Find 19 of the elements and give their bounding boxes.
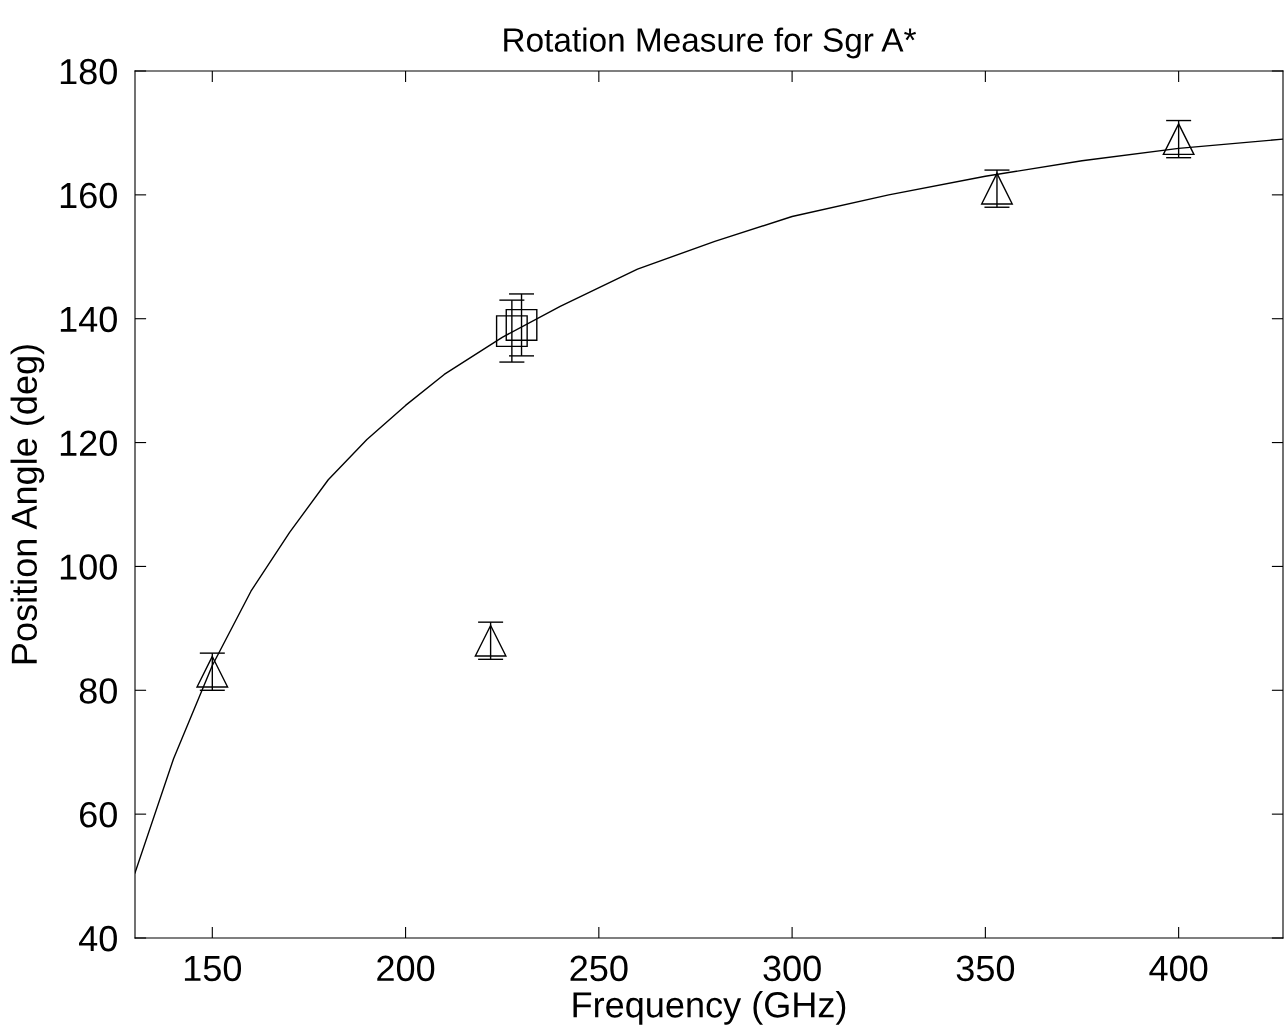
point	[505, 308, 538, 341]
y-tick-label: 180	[60, 58, 117, 85]
x-tick-label: 300	[763, 955, 821, 982]
y-axis-title: Position Angle (deg)	[10, 345, 45, 664]
point	[495, 315, 528, 348]
x-tick-label: 350	[956, 955, 1015, 982]
y-tick-label: 60	[80, 802, 117, 828]
y-tick-label: 160	[60, 182, 117, 209]
x-tick-label: 250	[570, 955, 628, 982]
y-tick-label: 100	[60, 554, 117, 580]
y-tick-label: 140	[60, 306, 117, 333]
y-tick-label: 80	[79, 678, 117, 704]
x-axis-title: Frequency (GHz)	[573, 991, 846, 1025]
chart-title: Rotation Measure for Sgr A*	[504, 27, 917, 59]
x-tick-label: 400	[1149, 955, 1208, 982]
x-tick-label: 150	[184, 955, 242, 982]
y-tick-label: 120	[60, 430, 117, 457]
y-tick-label: 40	[79, 925, 117, 952]
x-tick-label: 200	[377, 955, 435, 982]
